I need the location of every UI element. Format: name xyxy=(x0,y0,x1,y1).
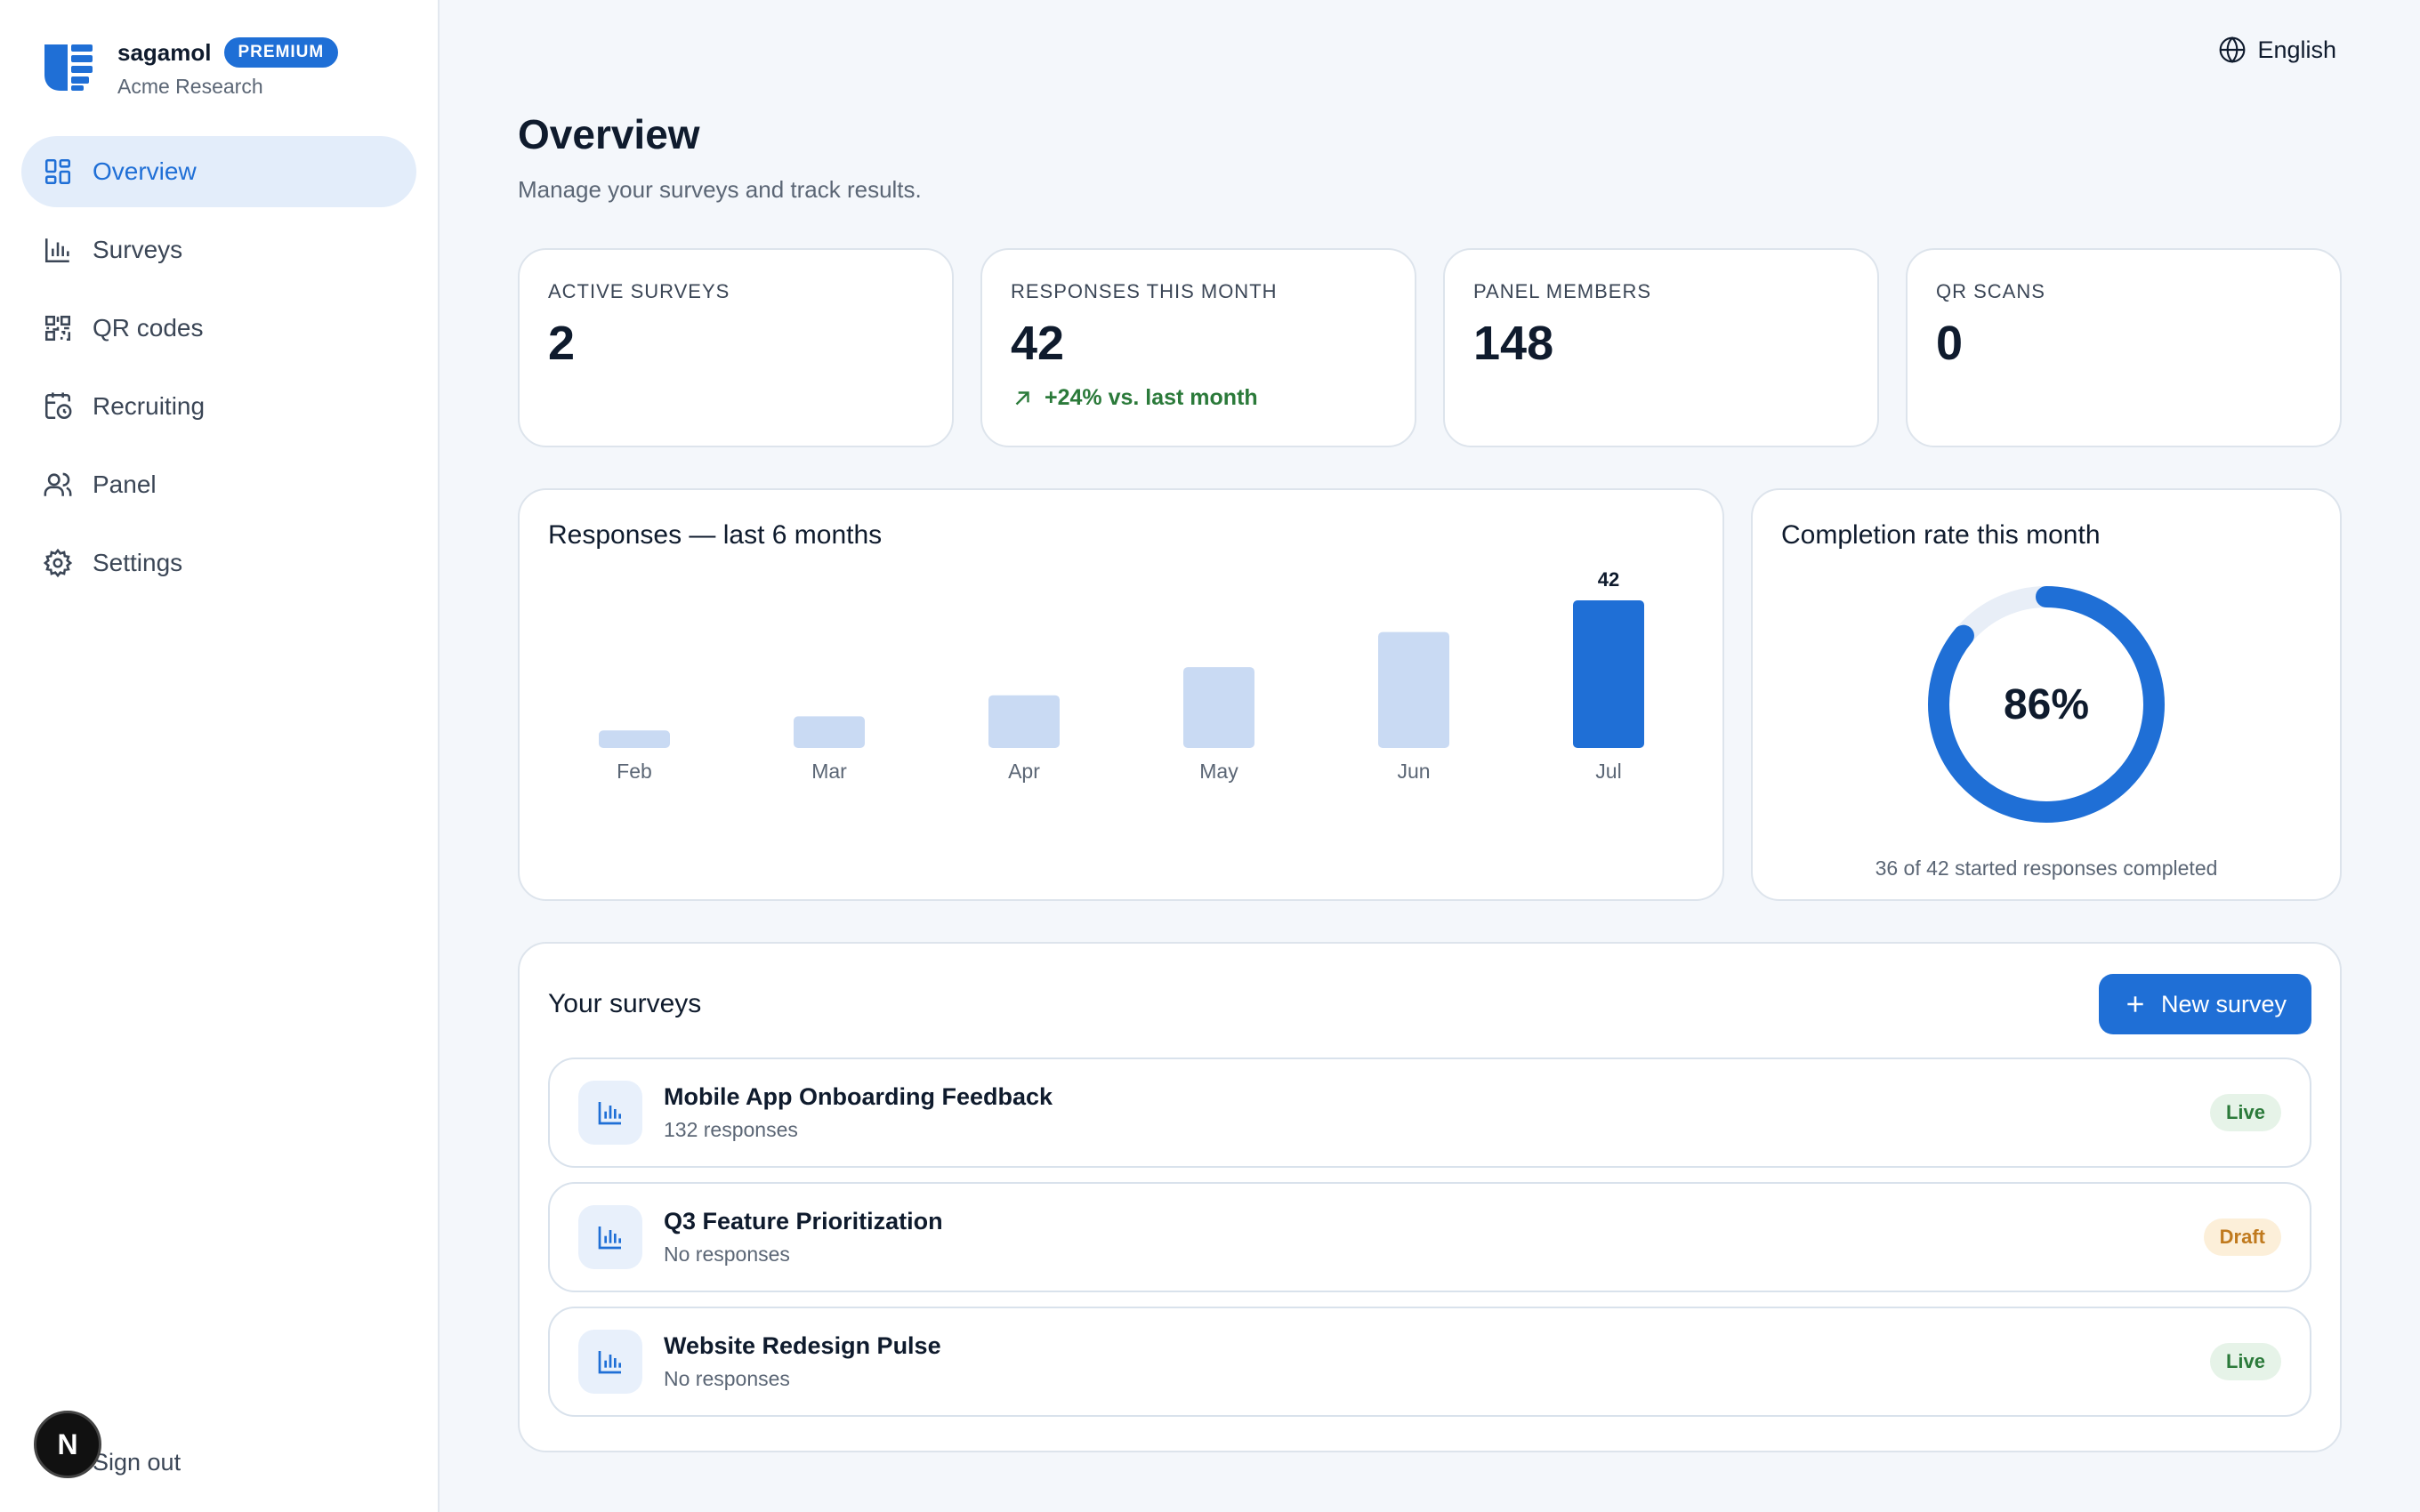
data-label: 42 xyxy=(1598,570,1619,591)
tick-label: May xyxy=(1199,760,1238,783)
brand-logo-icon xyxy=(44,44,93,91)
stat-label: ACTIVE SURVEYS xyxy=(548,280,730,302)
survey-name: Q3 Feature Prioritization xyxy=(664,1208,943,1235)
status-badge: Live xyxy=(2209,1094,2281,1131)
tick-label: Apr xyxy=(1008,760,1040,783)
sidebar-item-overview[interactable]: Overview xyxy=(21,136,416,207)
bar-jun xyxy=(1378,631,1449,748)
trend-text: +24% vs. last month xyxy=(1045,385,1258,410)
sign-out-link[interactable]: Sign out xyxy=(93,1449,182,1476)
stat-card-active-surveys: ACTIVE SURVEYS 2 xyxy=(518,248,954,447)
globe-icon xyxy=(2220,36,2246,63)
tick-label: Mar xyxy=(811,760,847,783)
sidebar-nav: Overview Surveys QR codes xyxy=(0,136,438,599)
stats-row: ACTIVE SURVEYS 2 RESPONSES THIS MONTH 42… xyxy=(518,248,2342,447)
survey-responses: No responses xyxy=(664,1367,790,1390)
survey-list: Mobile App Onboarding Feedback 132 respo… xyxy=(548,1058,2311,1417)
users-icon xyxy=(44,472,72,496)
survey-responses: 132 responses xyxy=(664,1118,798,1141)
survey-chart-icon xyxy=(578,1330,642,1394)
survey-name: Website Redesign Pulse xyxy=(664,1332,941,1359)
stat-value: 0 xyxy=(1936,317,1964,370)
stat-label: PANEL MEMBERS xyxy=(1473,280,1652,302)
plus-icon xyxy=(2127,996,2143,1012)
language-label: English xyxy=(2257,36,2336,63)
organization-name: Acme Research xyxy=(117,75,263,98)
stat-trend: +24% vs. last month xyxy=(1011,385,1386,411)
completion-card: Completion rate this month 86% 36 of 42 … xyxy=(1751,488,2342,901)
status-badge: Draft xyxy=(2203,1218,2281,1256)
chart-title: Responses — last 6 months xyxy=(548,520,883,550)
sidebar-item-surveys[interactable]: Surveys xyxy=(21,214,416,286)
language-selector[interactable]: English xyxy=(2218,36,2336,64)
sidebar-item-label: Panel xyxy=(93,470,157,498)
brand: sagamol PREMIUM Acme Research xyxy=(0,0,438,99)
sidebar-item-label: Surveys xyxy=(93,236,183,263)
donut-fill xyxy=(1928,586,2165,823)
responses-chart-card: Responses — last 6 months Feb Mar Apr May Ju… xyxy=(518,488,1724,901)
page-subtitle: Manage your surveys and track results. xyxy=(518,176,922,203)
survey-row[interactable]: Website Redesign Pulse No responses Live xyxy=(548,1307,2311,1417)
stat-label: RESPONSES THIS MONTH xyxy=(1011,280,1278,302)
sidebar-item-recruiting[interactable]: Recruiting xyxy=(21,371,416,442)
survey-row[interactable]: Q3 Feature Prioritization No responses D… xyxy=(548,1182,2311,1292)
user-avatar[interactable]: N xyxy=(34,1411,101,1478)
bar-mar xyxy=(794,716,865,748)
tick-label: Jul xyxy=(1595,760,1621,783)
qr-code-icon xyxy=(44,315,71,342)
stat-label: QR SCANS xyxy=(1936,280,2045,302)
survey-name: Mobile App Onboarding Feedback xyxy=(664,1083,1053,1110)
bar-apr xyxy=(988,695,1060,748)
gear-icon xyxy=(43,548,73,578)
sidebar: sagamol PREMIUM Acme Research Overview S… xyxy=(0,0,440,1512)
bar-feb xyxy=(599,730,670,748)
survey-responses: No responses xyxy=(664,1243,790,1266)
completion-title: Completion rate this month xyxy=(1781,520,2101,550)
survey-chart-icon xyxy=(578,1081,642,1145)
sidebar-item-label: Settings xyxy=(93,549,183,576)
surveys-card: Your surveys New survey Mobi xyxy=(518,942,2342,1452)
sidebar-item-settings[interactable]: Settings xyxy=(21,527,416,599)
calendar-clock-icon xyxy=(44,392,72,420)
stat-card-qr-scans: QR SCANS 0 xyxy=(1906,248,2342,447)
bar-chart-icon xyxy=(44,238,69,263)
completion-percent: 86% xyxy=(2003,680,2090,728)
bar-jul xyxy=(1573,600,1644,748)
sidebar-item-panel[interactable]: Panel xyxy=(21,449,416,520)
surveys-title: Your surveys xyxy=(548,989,702,1018)
tick-label: Feb xyxy=(617,760,652,783)
stat-value: 42 xyxy=(1011,317,1065,370)
stat-card-responses: RESPONSES THIS MONTH 42 +24% vs. last mo… xyxy=(980,248,1416,447)
tick-label: Jun xyxy=(1397,760,1430,783)
sidebar-item-qr-codes[interactable]: QR codes xyxy=(21,293,416,364)
page-title: Overview xyxy=(518,111,700,157)
sidebar-item-label: Overview xyxy=(93,157,197,185)
main-content: English Overview Manage your surveys and… xyxy=(440,0,2420,1512)
premium-badge: PREMIUM xyxy=(223,37,339,68)
new-survey-button[interactable]: New survey xyxy=(2098,974,2311,1034)
brand-name: sagamol xyxy=(117,38,212,66)
sidebar-item-label: QR codes xyxy=(93,314,204,342)
arrow-up-right-icon xyxy=(1015,390,1029,405)
stat-card-panel-members: PANEL MEMBERS 148 xyxy=(1443,248,1879,447)
stat-value: 148 xyxy=(1473,317,1554,370)
bar-may xyxy=(1183,667,1254,748)
new-survey-label: New survey xyxy=(2160,990,2287,1017)
completion-donut: 86% xyxy=(1926,584,2166,824)
charts-row: Responses — last 6 months Feb Mar Apr May Ju… xyxy=(518,488,2342,901)
sidebar-item-label: Recruiting xyxy=(93,392,206,420)
survey-chart-icon xyxy=(578,1205,642,1269)
status-badge: Live xyxy=(2209,1343,2281,1380)
stat-value: 2 xyxy=(548,317,576,370)
survey-row[interactable]: Mobile App Onboarding Feedback 132 respo… xyxy=(548,1058,2311,1168)
responses-bar-chart: Feb Mar Apr May Jun Jul 42 xyxy=(599,570,1644,783)
grid-icon xyxy=(44,158,71,185)
completion-caption: 36 of 42 started responses completed xyxy=(1875,857,2218,880)
